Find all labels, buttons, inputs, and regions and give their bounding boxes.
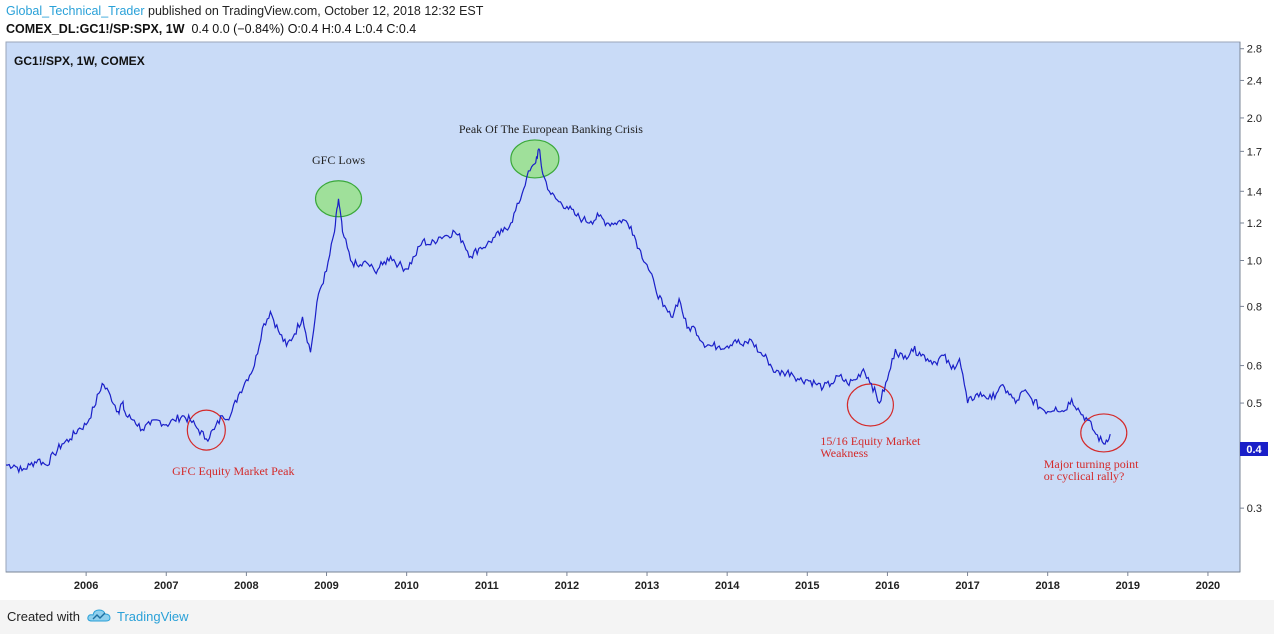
author-link[interactable]: Global_Technical_Trader	[6, 4, 145, 18]
y-tick-label: 2.0	[1247, 113, 1262, 125]
y-tick-label: 0.8	[1247, 301, 1262, 313]
annotation-label: GFC Equity Market Peak	[172, 464, 294, 478]
annotation-label: Peak Of The European Banking Crisis	[459, 122, 643, 136]
red-highlight-circle	[186, 409, 226, 451]
green-highlight-circle	[510, 139, 560, 179]
publish-info: Global_Technical_Trader published on Tra…	[6, 4, 483, 18]
y-tick-label: 0.3	[1247, 503, 1262, 515]
x-axis-ticks: 2006 2007 2008 2009 2010 2011 2012 2013 2014 2015…	[74, 572, 1220, 592]
chart-legend: GC1!/SPX, 1W, COMEX	[14, 54, 145, 68]
red-highlight-circle	[846, 383, 895, 427]
x-tick-label: 2013	[635, 580, 659, 592]
tradingview-cloud-icon[interactable]	[86, 608, 112, 627]
y-tick-label: 0.6	[1247, 361, 1262, 373]
red-highlight-circle	[1080, 413, 1128, 453]
publish-text: published on TradingView.com, October 12…	[144, 4, 484, 18]
annotation-label: 15/16 Equity Market Weakness	[820, 434, 921, 460]
created-with-text: Created with	[7, 609, 80, 624]
x-tick-label: 2008	[234, 580, 258, 592]
x-tick-label: 2020	[1196, 580, 1220, 592]
x-tick-label: 2015	[795, 580, 819, 592]
annotation-label: Major turning point or cyclical rally?	[1044, 457, 1139, 483]
symbol-info: COMEX_DL:GC1!/SP:SPX, 1W 0.4 0.0 (−0.84%…	[6, 22, 416, 36]
y-tick-label: 0.5	[1247, 398, 1262, 410]
x-tick-label: 2012	[555, 580, 579, 592]
x-tick-label: 2006	[74, 580, 98, 592]
x-tick-label: 2007	[154, 580, 178, 592]
y-tick-label: 1.0	[1247, 256, 1262, 268]
x-tick-label: 2017	[955, 580, 979, 592]
chart[interactable]: GC1!/SPX, 1W, COMEX 0.3 0.4 0.5 0.6 0.8 1.0 1.…	[0, 0, 1274, 600]
x-tick-label: 2011	[475, 580, 499, 592]
svg-text:0.4: 0.4	[1246, 444, 1262, 456]
footer: Created with TradingView	[0, 600, 1274, 634]
annotation-label: GFC Lows	[312, 153, 365, 167]
y-tick-label: 1.2	[1247, 218, 1262, 230]
x-tick-label: 2019	[1116, 580, 1140, 592]
x-tick-label: 2014	[715, 580, 740, 592]
x-tick-label: 2016	[875, 580, 899, 592]
symbol-text: COMEX_DL:GC1!/SP:SPX, 1W	[6, 22, 185, 36]
series-line-gc1-spx	[5, 147, 1111, 475]
y-tick-label: 2.4	[1247, 75, 1262, 87]
plot-area[interactable]	[5, 41, 1241, 573]
current-price-label: 0.4	[1240, 442, 1268, 456]
y-tick-label: 2.8	[1247, 44, 1262, 56]
ohlc-text: 0.4 0.0 (−0.84%) O:0.4 H:0.4 L:0.4 C:0.4	[191, 22, 417, 36]
annotation-labels: GFC Lows Peak Of The European Banking Cri…	[172, 122, 1139, 483]
y-tick-label: 1.7	[1247, 146, 1262, 158]
x-tick-label: 2018	[1035, 580, 1059, 592]
tradingview-link[interactable]: TradingView	[117, 609, 189, 624]
x-tick-label: 2010	[394, 580, 418, 592]
y-tick-label: 1.4	[1247, 186, 1262, 198]
x-tick-label: 2009	[314, 580, 338, 592]
